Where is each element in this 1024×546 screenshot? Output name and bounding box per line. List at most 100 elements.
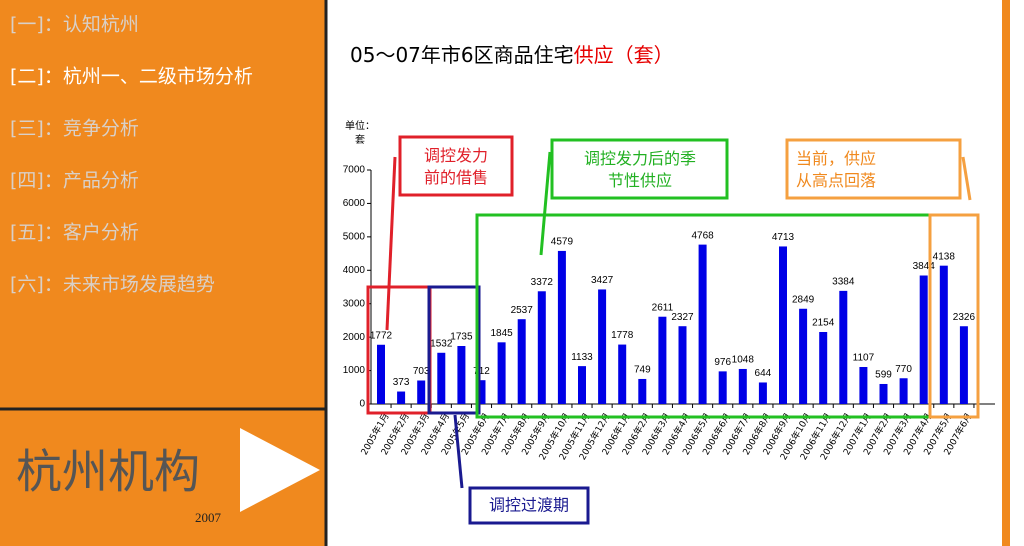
- annotation-line: 节性供应: [608, 171, 672, 190]
- note-box: [468, 486, 590, 525]
- y-tick-label: 2000: [343, 332, 366, 343]
- value-label: 1778: [611, 330, 634, 341]
- bar: [537, 291, 546, 404]
- bar: [859, 366, 868, 404]
- value-label: 4713: [772, 232, 795, 243]
- value-label: 3372: [531, 277, 554, 288]
- bar: [658, 316, 667, 404]
- value-label: 3844: [913, 261, 936, 272]
- annotation: 调控过渡期: [489, 496, 569, 515]
- y-tick-label: 0: [359, 399, 365, 410]
- title-main: 05～07年市6区商品住宅: [350, 43, 574, 67]
- annotation: 调控发力后的季节性供应: [584, 149, 696, 190]
- annotation-line: 从高点回落: [796, 171, 876, 190]
- annotation-line: 前的借售: [424, 168, 488, 187]
- value-label: 1845: [490, 328, 513, 339]
- annotation-line: 调控发力后的季: [584, 149, 696, 168]
- bar: [517, 319, 526, 404]
- brand: 杭州机构: [16, 445, 200, 499]
- bar: [598, 289, 607, 404]
- bar: [819, 331, 828, 404]
- right-strip: [1002, 0, 1010, 546]
- bar: [919, 275, 928, 404]
- bar: [959, 326, 968, 404]
- nav-item[interactable]: [三]：竞争分析: [10, 118, 139, 140]
- nav-item[interactable]: [四]：产品分析: [10, 170, 139, 192]
- bar: [497, 342, 506, 404]
- value-label: 3384: [832, 277, 855, 288]
- y-tick-label: 7000: [343, 165, 366, 176]
- value-label: 2849: [792, 294, 815, 305]
- play-icon[interactable]: [240, 428, 320, 512]
- bar: [779, 246, 787, 404]
- bar: [839, 290, 848, 404]
- value-label: 770: [895, 364, 912, 375]
- value-label: 712: [473, 366, 490, 377]
- bar: [698, 244, 707, 404]
- connector: [539, 151, 552, 256]
- chart-title: 05～07年市6区商品住宅供应（套）: [350, 43, 674, 67]
- value-label: 1735: [450, 332, 473, 343]
- note-box: [398, 135, 514, 197]
- y-label: 单位：: [345, 119, 375, 132]
- annotation: 调控发力前的借售: [424, 146, 488, 187]
- bar: [678, 326, 687, 404]
- value-label: 976: [714, 357, 731, 368]
- bar: [638, 378, 647, 404]
- connector: [453, 414, 464, 489]
- y-tick-label: 4000: [343, 265, 366, 276]
- value-label: 599: [875, 370, 892, 381]
- bar: [718, 371, 727, 404]
- bar: [377, 344, 385, 404]
- value-label: 1532: [430, 338, 453, 349]
- value-label: 644: [755, 368, 772, 379]
- bar: [758, 382, 767, 404]
- y-tick-label: 6000: [343, 198, 366, 209]
- bar: [557, 250, 566, 404]
- note-box: [550, 138, 729, 200]
- value-label: 373: [393, 377, 410, 388]
- value-label: 703: [413, 366, 430, 377]
- range-box: [427, 285, 481, 415]
- bar: [799, 308, 808, 404]
- y-tick-label: 3000: [343, 298, 366, 309]
- bar: [618, 344, 627, 404]
- range-box: [928, 213, 980, 419]
- nav-item[interactable]: [五]：客户分析: [10, 222, 139, 244]
- bar: [939, 265, 948, 404]
- y-tick-label: 5000: [343, 231, 366, 242]
- y-label: 套: [355, 133, 365, 146]
- nav-item[interactable]: [六]：未来市场发展趋势: [10, 274, 215, 296]
- value-label: 2154: [812, 318, 835, 329]
- nav-item[interactable]: [二]：杭州一、二级市场分析: [10, 66, 253, 88]
- annotation-line: 调控发力: [424, 146, 488, 165]
- bar: [477, 380, 486, 404]
- value-label: 2611: [652, 302, 674, 313]
- connector: [385, 156, 397, 331]
- value-label: 1048: [732, 355, 755, 366]
- value-label: 4768: [691, 230, 714, 241]
- value-label: 4579: [551, 237, 574, 248]
- value-label: 4138: [933, 251, 956, 262]
- value-label: 1107: [853, 353, 875, 364]
- value-label: 749: [634, 365, 651, 376]
- nav-item[interactable]: [一]：认知杭州: [10, 14, 139, 36]
- value-label: 1772: [370, 330, 393, 341]
- bar: [578, 366, 586, 404]
- annotation-line: 当前，供应: [796, 149, 876, 168]
- value-label: 2537: [511, 305, 534, 316]
- bar: [738, 368, 747, 404]
- title-highlight: 供应（套）: [574, 43, 674, 67]
- value-label: 2326: [953, 312, 976, 323]
- bar: [437, 352, 446, 404]
- value-label: 2327: [671, 312, 694, 323]
- bar: [397, 391, 406, 404]
- year: 2007: [195, 510, 222, 525]
- bar: [417, 380, 426, 404]
- note-box: [785, 138, 962, 200]
- bar: [457, 346, 466, 404]
- y-tick-label: 1000: [343, 365, 366, 376]
- value-label: 1133: [571, 352, 593, 363]
